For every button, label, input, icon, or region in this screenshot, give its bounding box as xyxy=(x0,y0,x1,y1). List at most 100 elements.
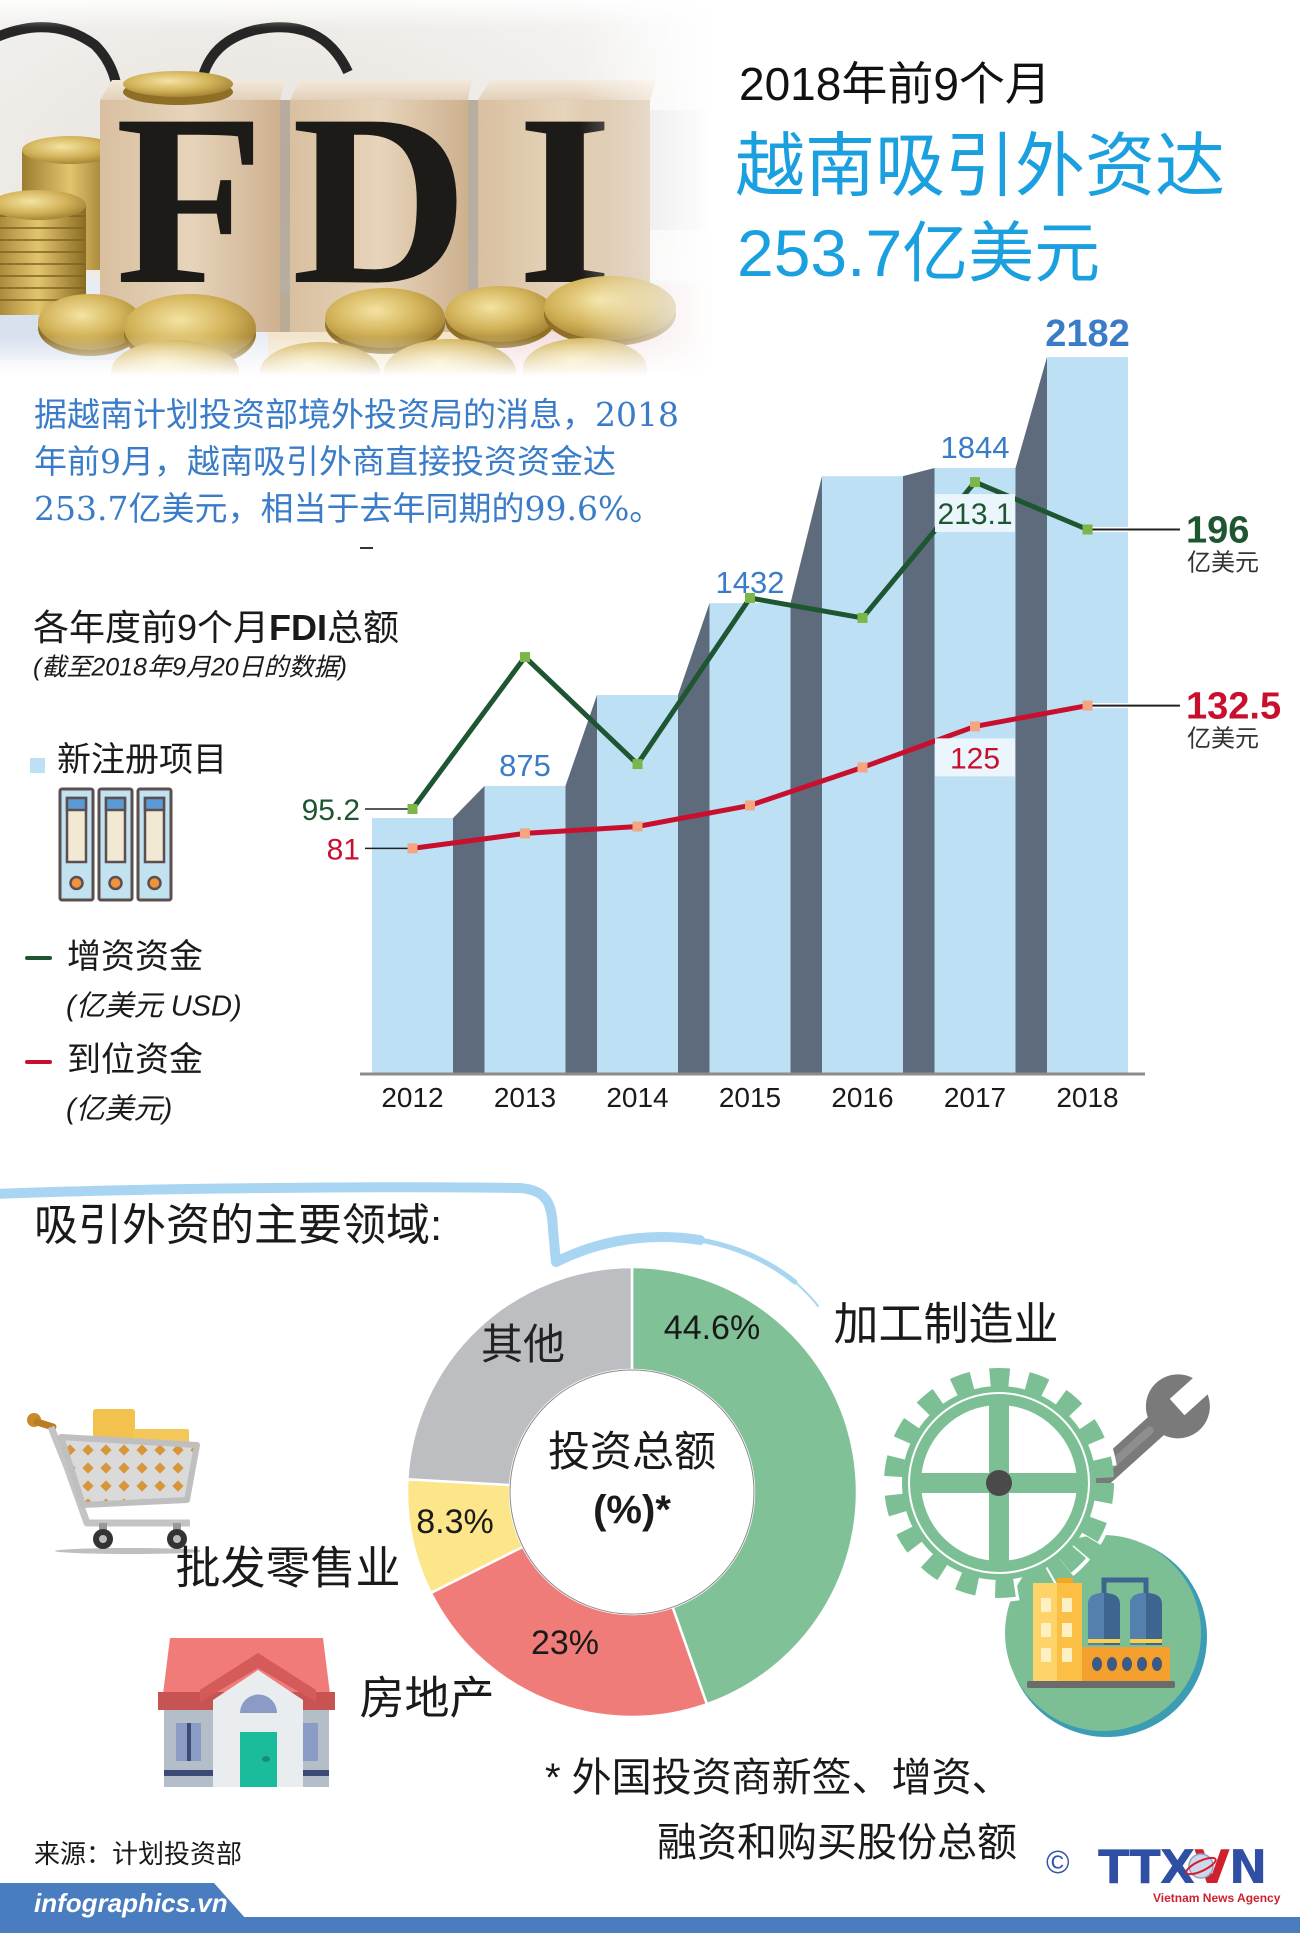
line-marker xyxy=(857,762,868,773)
bar-value-label: 1844 xyxy=(941,430,1010,465)
sector-label-real-estate: 房地产 xyxy=(359,1672,495,1724)
legend-label-disbursed: 到位资金 xyxy=(67,1041,203,1079)
x-tick-label: 2012 xyxy=(381,1082,443,1113)
legend-line-capital-increase xyxy=(25,956,52,960)
decorative-dash xyxy=(360,547,373,549)
line-value-label: 125 xyxy=(950,742,1000,775)
line-marker xyxy=(970,721,980,732)
x-tick-label: 2013 xyxy=(494,1082,556,1113)
gear-icon xyxy=(880,1364,1118,1602)
manufacturing-gear-factory-icon xyxy=(880,1364,1215,1737)
bar-2015 xyxy=(709,603,791,1073)
source-text: 来源：计划投资部 xyxy=(34,1839,243,1869)
sector-donut-chart xyxy=(405,1265,859,1719)
factory-icon xyxy=(1027,1577,1175,1688)
x-tick-label: 2017 xyxy=(944,1082,1006,1113)
fdi-chart-subtitle: (截至2018年9月20日的数据) xyxy=(33,653,347,682)
value-label-box xyxy=(935,494,1015,533)
donut-hole xyxy=(509,1369,755,1615)
globe-icon xyxy=(1185,1853,1217,1879)
bar-series xyxy=(372,357,1128,1073)
x-tick-label: 2016 xyxy=(831,1082,893,1113)
intro-line: 年前9月，越南吸引外商直接投资资金达 xyxy=(34,442,616,481)
brush-stroke-divider xyxy=(0,1182,819,1307)
bar-2012 xyxy=(372,818,453,1073)
bar-side-shadow xyxy=(678,603,710,1073)
donut-value-manufacturing: 44.6% xyxy=(663,1309,761,1347)
header-title-line2: 253.7亿美元 xyxy=(737,216,1101,290)
logo-part: N xyxy=(1228,1840,1267,1894)
copyright-icon: © xyxy=(1046,1844,1070,1880)
line-end-value-label: 132.5 xyxy=(1186,686,1281,728)
header-subtitle: 2018年前9个月 xyxy=(739,58,1051,110)
line-marker xyxy=(632,821,643,832)
legend-line-disbursed xyxy=(25,1060,52,1064)
line-marker xyxy=(520,828,530,839)
legend-unit-disbursed: (亿美元) xyxy=(66,1093,173,1126)
agency-name: Vietnam News Agency xyxy=(1153,1891,1281,1905)
line-value-label: 95.2 xyxy=(302,794,360,827)
intro-paragraph: 据越南计划投资部境外投资局的消息，2018 年前9月，越南吸引外商直接投资资金达… xyxy=(34,391,834,532)
footer-tab xyxy=(0,1883,246,1919)
line-marker xyxy=(857,612,868,623)
footnote-line2: 融资和购买股份总额 xyxy=(657,1821,1017,1865)
fdi-chart-title: 各年度前9个月FDI总额 xyxy=(33,610,399,646)
value-label-box xyxy=(935,738,1015,777)
donut-label-other: 其他 xyxy=(480,1321,566,1368)
line-marker xyxy=(1082,524,1093,535)
legend-label-capital-increase: 增资资金 xyxy=(67,938,203,976)
fdi-blocks-photo: F D I xyxy=(0,0,715,376)
line-marker xyxy=(1082,700,1093,711)
legend-swatch-new-projects xyxy=(30,758,45,773)
site-name: infographics.vn xyxy=(34,1888,228,1918)
line-end-unit-label: 亿美元 xyxy=(1187,726,1259,753)
bar-side-shadow xyxy=(790,476,822,1073)
x-tick-label: 2018 xyxy=(1056,1082,1118,1113)
footnote-line1: * 外国投资商新签、增资、 xyxy=(545,1756,1012,1800)
sector-label-manufacturing: 加工制造业 xyxy=(833,1298,1059,1350)
line-value-label: 81 xyxy=(327,833,360,866)
line-marker xyxy=(745,592,755,603)
shopping-cart-icon xyxy=(27,1409,200,1554)
fdi-chart-title-suffix: 总额 xyxy=(327,607,400,648)
bar-side-shadow xyxy=(453,785,485,1073)
line-value-label: 213.1 xyxy=(937,498,1012,531)
ttxvn-logo: TTXVN xyxy=(1098,1844,1267,1890)
binder-icon xyxy=(58,787,173,902)
donut-value-retail: 8.3% xyxy=(416,1503,494,1541)
bar-value-label: 875 xyxy=(499,748,551,783)
intro-line: 253.7亿美元，相当于去年同期的99.6%。 xyxy=(34,489,663,528)
fdi-chart-title-bold: FDI xyxy=(269,607,328,648)
sectors-title: 吸引外资的主要领域: xyxy=(34,1201,443,1250)
fdi-chart-title-prefix: 各年度前9个月 xyxy=(33,607,270,648)
house-icon xyxy=(158,1638,335,1787)
line-end-value-label: 196 xyxy=(1186,509,1249,551)
line-marker xyxy=(970,477,980,488)
donut-center-label: 投资总额 xyxy=(547,1428,717,1475)
logo-part: TTX xyxy=(1098,1840,1195,1894)
line-marker xyxy=(632,759,643,770)
bar-2014 xyxy=(597,695,678,1073)
x-tick-label: 2014 xyxy=(606,1082,668,1113)
donut-value-real-estate: 23% xyxy=(530,1624,600,1662)
bar-side-shadow xyxy=(565,695,597,1073)
intro-line: 据越南计划投资部境外投资局的消息，2018 xyxy=(34,395,679,434)
fdi-bar-line-chart: 2012 2013 2014 2015 2016 2017 2018875143218442… xyxy=(302,313,1281,1113)
footer-bar xyxy=(0,1917,1300,1933)
line-marker xyxy=(520,652,530,663)
bar-side-shadow xyxy=(903,467,935,1073)
sector-label-retail: 批发零售业 xyxy=(175,1542,401,1594)
legend-label-new-projects: 新注册项目 xyxy=(57,741,227,779)
donut-center-sublabel: (%)* xyxy=(593,1488,671,1532)
legend-unit-capital-increase: (亿美元 USD) xyxy=(66,990,242,1023)
bar-2018 xyxy=(1047,357,1128,1073)
line-marker xyxy=(407,804,418,815)
line-marker xyxy=(745,800,755,811)
header-title-line1: 越南吸引外资达 xyxy=(735,127,1225,205)
line-marker xyxy=(407,843,418,854)
block-letter-f: F xyxy=(115,64,265,335)
line-end-unit-label: 亿美元 xyxy=(1187,549,1259,576)
